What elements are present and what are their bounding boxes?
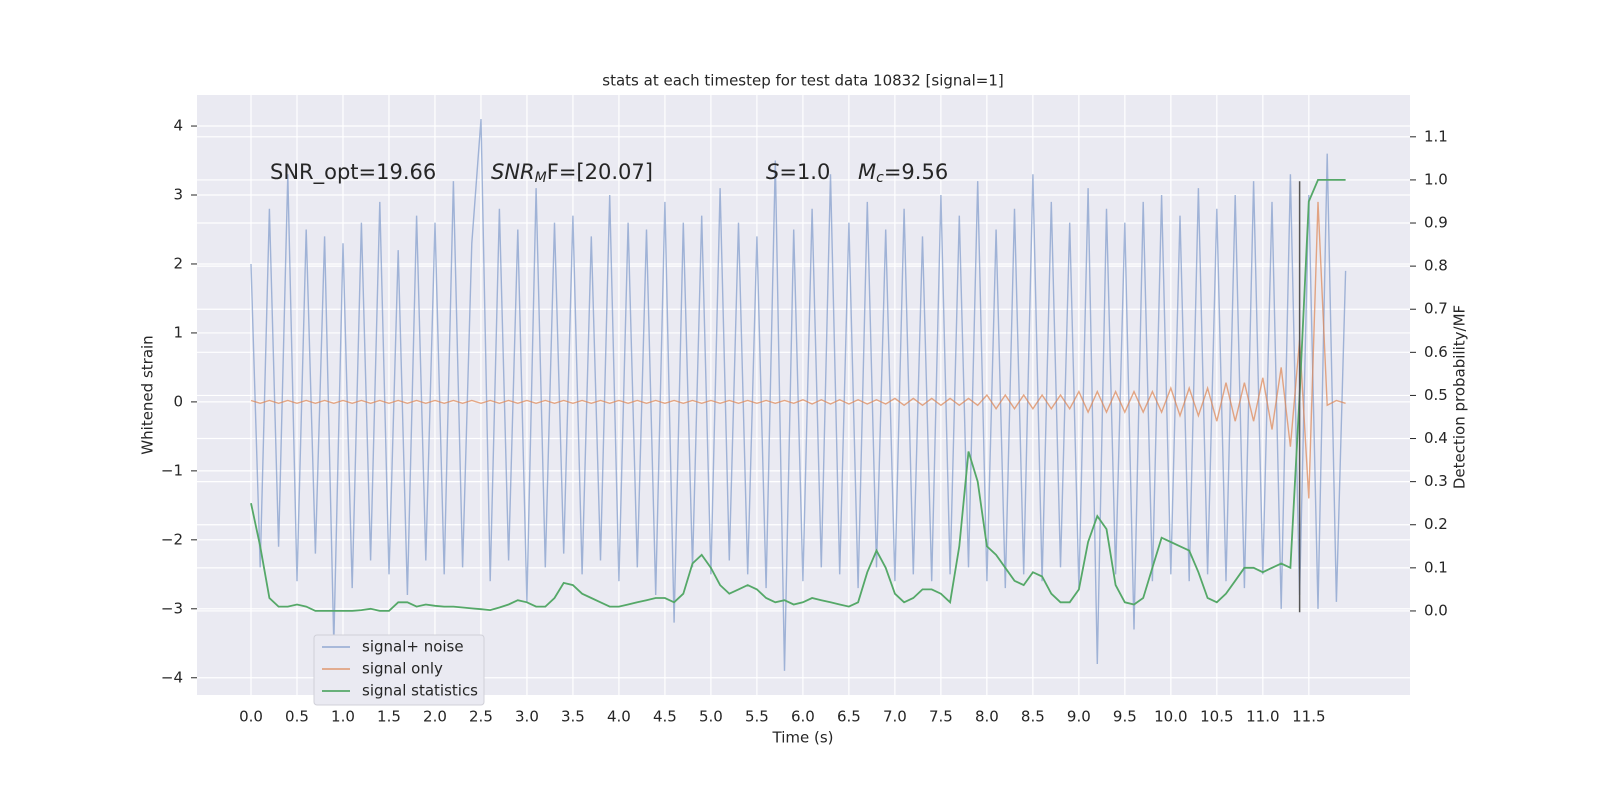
annotation-part: =9.56 — [884, 160, 948, 184]
y2-axis-label: Detection probability/MF — [1451, 305, 1469, 489]
x-tick-label: 11.5 — [1292, 708, 1325, 726]
x-tick-label: 11.0 — [1246, 708, 1279, 726]
y2-tick-label: 0.9 — [1424, 214, 1448, 232]
x-tick-label: 0.0 — [239, 708, 263, 726]
y2-tick-label: 0.6 — [1424, 343, 1448, 361]
y-tick-label: 2 — [173, 254, 183, 272]
y-tick-label: 3 — [173, 186, 183, 204]
annotation-part: c — [876, 170, 884, 186]
y2-tick-label: 0.7 — [1424, 300, 1448, 318]
y-tick-label: 0 — [173, 392, 183, 410]
y2-tick-label: 0.2 — [1424, 515, 1448, 533]
x-tick-label: 5.0 — [699, 708, 723, 726]
x-axis-label: Time (s) — [772, 729, 834, 747]
x-tick-label: 7.5 — [929, 708, 953, 726]
x-tick-label: 10.5 — [1200, 708, 1233, 726]
y2-tick-label: 0.8 — [1424, 257, 1448, 275]
annotation-part: SNR_opt=19.66 — [270, 160, 436, 185]
x-tick-label: 0.5 — [285, 708, 309, 726]
x-tick-label: 8.0 — [975, 708, 999, 726]
y-tick-label: −1 — [161, 461, 183, 479]
x-tick-label: 4.0 — [607, 708, 631, 726]
y2-tick-label: 0.0 — [1424, 601, 1448, 619]
annotation: Mc=9.56 — [858, 160, 948, 186]
y2-tick-label: 0.4 — [1424, 429, 1448, 447]
annotation-part: M — [535, 170, 547, 186]
y2-tick-label: 1.1 — [1424, 127, 1448, 145]
x-tick-label: 6.5 — [837, 708, 861, 726]
series-line — [250, 201, 1346, 499]
series-line — [250, 179, 1346, 612]
x-tick-label: 9.0 — [1067, 708, 1091, 726]
legend-label: signal statistics — [362, 682, 478, 700]
y-tick-label: 1 — [173, 323, 183, 341]
x-tick-label: 3.0 — [515, 708, 539, 726]
y2-tick-label: 1.0 — [1424, 170, 1448, 188]
x-tick-label: 8.5 — [1021, 708, 1045, 726]
annotation-part: SNR — [491, 160, 535, 184]
x-tick-label: 9.5 — [1113, 708, 1137, 726]
annotation-part: S — [766, 160, 779, 184]
annotation-part: M — [858, 160, 876, 184]
y-axis-label: Whitened strain — [139, 335, 157, 454]
y2-tick-label: 0.5 — [1424, 386, 1448, 404]
annotation: S=1.0 — [766, 160, 830, 184]
legend-box — [313, 634, 485, 706]
y2-tick-label: 0.3 — [1424, 472, 1448, 490]
x-tick-label: 2.5 — [469, 708, 493, 726]
series-line — [250, 119, 1347, 671]
x-tick-label: 1.0 — [331, 708, 355, 726]
y-tick-label: −3 — [161, 599, 183, 617]
x-tick-label: 10.0 — [1154, 708, 1187, 726]
x-tick-label: 2.0 — [423, 708, 447, 726]
x-tick-label: 3.5 — [561, 708, 585, 726]
y-tick-label: −4 — [161, 668, 183, 686]
annotation-part: F=[20.07] — [547, 160, 653, 184]
y-tick-label: 4 — [173, 117, 183, 135]
chart-title: stats at each timestep for test data 108… — [602, 72, 1003, 90]
x-tick-label: 4.5 — [653, 708, 677, 726]
x-tick-label: 5.5 — [745, 708, 769, 726]
x-tick-label: 6.0 — [791, 708, 815, 726]
x-tick-label: 1.5 — [377, 708, 401, 726]
x-tick-label: 7.0 — [883, 708, 907, 726]
y-tick-label: −2 — [161, 530, 183, 548]
annotation-part: =1.0 — [779, 160, 830, 184]
annotation: SNRMF=[20.07] — [491, 160, 653, 186]
annotation: SNR_opt=19.66 — [270, 160, 436, 185]
legend-label: signal+ noise — [362, 638, 464, 656]
y2-tick-label: 0.1 — [1424, 558, 1448, 576]
legend-label: signal only — [362, 660, 443, 678]
